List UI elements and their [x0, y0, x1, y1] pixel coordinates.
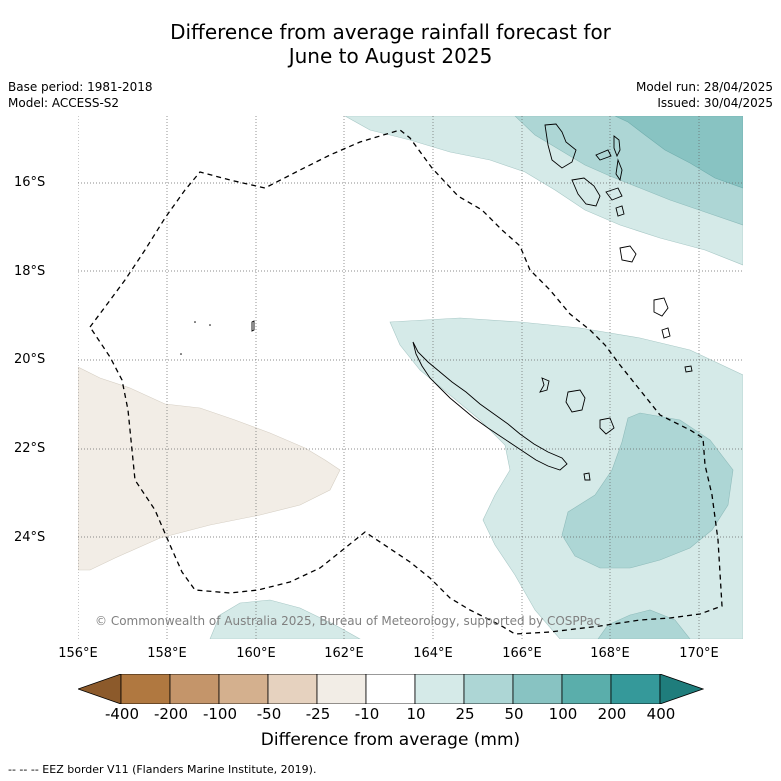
colorbar-label-10: 100: [548, 705, 578, 723]
colorbar-label-9: 50: [504, 705, 524, 723]
lat-label-18s: 18°S: [14, 264, 46, 279]
isle-of-pines: [583, 472, 591, 481]
wet-region-south: [209, 599, 361, 639]
lon-label-170e: 170°E: [679, 646, 719, 661]
colorbar-bin-7: [414, 674, 465, 704]
lat-label-16s: 16°S: [14, 175, 46, 190]
colorbar-bin-10: [561, 674, 612, 704]
new-caledonia-island: [412, 341, 568, 471]
colorbar-bin-6: [365, 674, 416, 704]
map-title: Difference from average rainfall forecas…: [0, 20, 781, 68]
colorbar-bin-5: [316, 674, 367, 704]
lon-label-166e: 166°E: [502, 646, 542, 661]
colorbar-bin-11: [610, 674, 661, 704]
colorbar-bin-9: [512, 674, 563, 704]
vanuatu-ambae: [595, 149, 612, 161]
dry-region-west: [78, 366, 341, 571]
vanuatu-efate: [619, 245, 637, 263]
colorbar-bin-1: [120, 674, 171, 704]
colorbar-label-8: 25: [455, 705, 475, 723]
colorbar: [78, 674, 704, 704]
vanuatu-ambrym: [605, 187, 623, 201]
reef-islet-2: [194, 321, 196, 323]
colorbar-label-3: -100: [202, 705, 238, 723]
vanuatu-maewo: [613, 135, 621, 158]
colorbar-label-5: -25: [305, 705, 331, 723]
colorbar-bin-4: [267, 674, 318, 704]
lon-label-162e: 162°E: [324, 646, 364, 661]
gridlines: [78, 116, 743, 639]
loyalty-island-mare: [599, 417, 615, 435]
colorbar-label-7: 10: [406, 705, 426, 723]
model-run: Model run: 28/04/2025: [635, 80, 773, 94]
lat-label-20s: 20°S: [14, 352, 46, 367]
colorbar-bin-8: [463, 674, 514, 704]
lat-label-24s: 24°S: [14, 530, 46, 545]
copyright-notice: © Commonwealth of Australia 2025, Bureau…: [95, 614, 601, 628]
vanuatu-espiritu-santo: [544, 123, 577, 169]
map-panel: [78, 116, 743, 639]
eez-footnote: -- -- -- EEZ border V11 (Flanders Marine…: [8, 763, 317, 776]
reef-islet-1: [251, 320, 255, 332]
lon-label-158e: 158°E: [147, 646, 187, 661]
reef-islet-3: [209, 324, 211, 326]
vanuatu-malakula: [571, 177, 601, 207]
colorbar-label-2: -200: [153, 705, 189, 723]
title-line-2: June to August 2025: [288, 44, 493, 68]
lon-label-156e: 156°E: [58, 646, 98, 661]
lon-label-164e: 164°E: [413, 646, 453, 661]
vanuatu-aneityum: [684, 365, 693, 373]
wet-region-central-25: [561, 412, 734, 569]
colorbar-bin-2: [169, 674, 220, 704]
meta-right: Model run: 28/04/2025 Issued: 30/04/2025: [636, 79, 773, 111]
colorbar-label-6: -10: [354, 705, 380, 723]
eez-border: [89, 129, 723, 635]
colorbar-label-4: -50: [256, 705, 282, 723]
colorbar-label-12: 400: [646, 705, 676, 723]
vanuatu-erromango: [653, 297, 669, 317]
colorbar-label-1: -400: [104, 705, 140, 723]
vanuatu-epi: [615, 205, 625, 217]
colorbar-cap-left: [78, 674, 122, 704]
reef-islet-4: [180, 353, 182, 355]
lon-label-160e: 160°E: [236, 646, 276, 661]
model-name: Model: ACCESS-S2: [8, 96, 120, 110]
vanuatu-tanna: [661, 327, 671, 339]
title-line-1: Difference from average rainfall forecas…: [170, 20, 611, 44]
loyalty-island-lifou: [565, 389, 586, 413]
colorbar-cap-right: [659, 674, 704, 704]
wet-region-northeast-50: [614, 116, 743, 189]
loyalty-island-ouvea: [539, 377, 550, 393]
base-period: Base period: 1981-2018: [8, 80, 153, 94]
colorbar-bin-3: [218, 674, 269, 704]
colorbar-label-11: 200: [597, 705, 627, 723]
meta-left: Base period: 1981-2018 Model: ACCESS-S2: [8, 79, 153, 111]
lat-label-22s: 22°S: [14, 441, 46, 456]
lon-label-168e: 168°E: [590, 646, 630, 661]
issued-date: Issued: 30/04/2025: [657, 96, 773, 110]
colorbar-title: Difference from average (mm): [260, 730, 521, 750]
vanuatu-pentecost: [615, 158, 623, 182]
